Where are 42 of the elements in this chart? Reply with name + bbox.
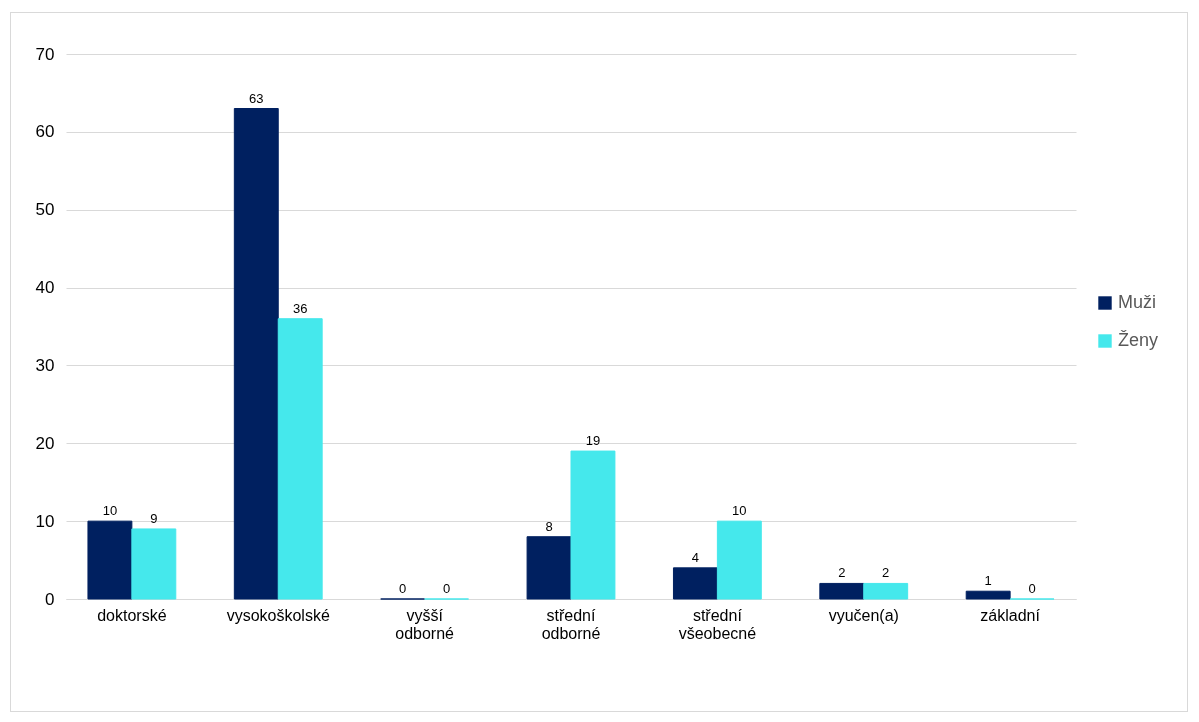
y-tick-label: 20: [35, 433, 55, 453]
data-label: 0: [442, 581, 451, 596]
y-tick-label: 10: [35, 511, 55, 531]
x-tick-label: střední odborné: [541, 606, 601, 642]
data-label: 8: [545, 518, 553, 534]
bar: [87, 520, 133, 600]
bar: [131, 528, 177, 600]
bar: [233, 108, 279, 600]
x-tick-label: vyučen(a): [828, 606, 899, 624]
data-label: 2: [838, 565, 846, 581]
data-label: 19: [585, 433, 601, 449]
bar: [716, 520, 762, 600]
y-tick-label: 50: [35, 200, 55, 220]
data-label: 1: [984, 573, 992, 589]
x-tick-label: vysokoškolské: [226, 606, 330, 624]
bar: [672, 567, 718, 600]
data-label: 2: [882, 565, 890, 581]
data-label: 0: [1028, 581, 1036, 596]
data-label: 36: [292, 300, 308, 316]
x-tick-label: vyšší odborné: [395, 606, 455, 642]
data-label: 10: [102, 503, 118, 519]
y-tick-label: 60: [35, 122, 55, 142]
y-tick-label: 40: [35, 278, 55, 298]
data-label: 10: [732, 503, 747, 519]
bar: [863, 582, 909, 600]
bar: [570, 450, 616, 600]
x-tick-label: doktorské: [97, 606, 167, 624]
x-tick-label: základní: [980, 606, 1041, 624]
y-tick-label: 30: [35, 355, 55, 375]
legend-label: Ženy: [1118, 330, 1159, 350]
bar: [526, 536, 572, 600]
data-label: 4: [691, 549, 700, 565]
data-label: 9: [150, 510, 158, 526]
x-tick-label: střední všeobecné: [678, 606, 757, 642]
bar: [277, 318, 323, 600]
legend-label: Muži: [1118, 292, 1157, 312]
data-label: 0: [399, 581, 407, 596]
data-label: 63: [249, 90, 264, 106]
y-tick-label: 70: [35, 44, 55, 64]
bar: [819, 582, 865, 600]
bar: [965, 590, 1011, 600]
y-tick-label: 0: [45, 589, 55, 609]
